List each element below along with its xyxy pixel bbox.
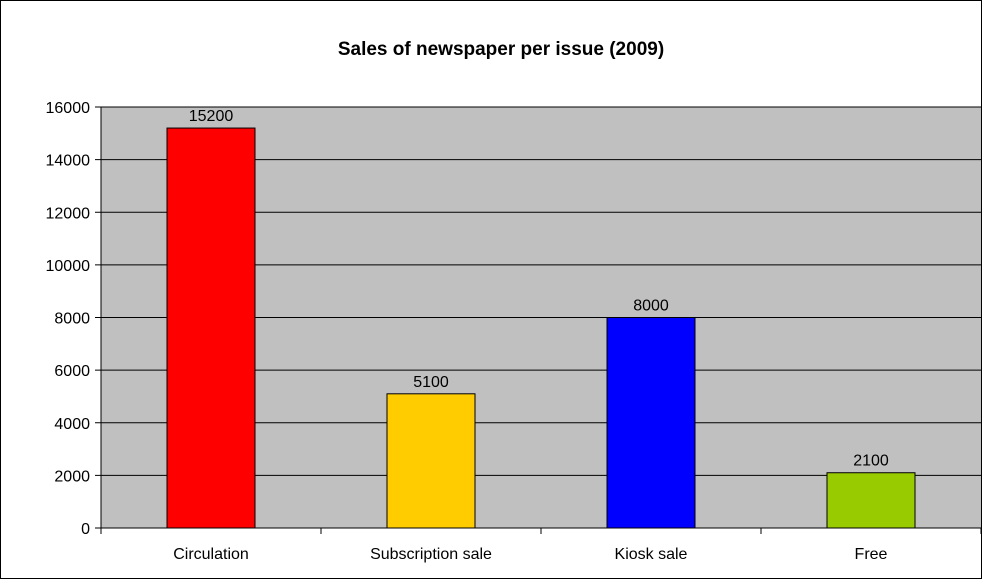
data-label: 8000	[633, 298, 669, 315]
chart-title: Sales of newspaper per issue (2009)	[338, 39, 664, 60]
x-tick-label: Kiosk sale	[615, 546, 688, 563]
bar	[166, 127, 256, 529]
y-tick-label: 4000	[54, 416, 90, 433]
plot-area: 15200 Circulation 5100 Subscription sale 800…	[46, 100, 981, 563]
y-tick-label: 6000	[54, 363, 90, 380]
bar	[606, 317, 696, 529]
bar	[826, 472, 916, 529]
y-tick-label: 2000	[54, 468, 90, 485]
data-label: 5100	[413, 374, 449, 391]
x-tick-label: Circulation	[173, 546, 249, 563]
y-tick-label: 14000	[46, 153, 91, 170]
y-tick-label: 0	[81, 521, 90, 538]
y-tick-label: 16000	[46, 100, 91, 117]
x-tick-label: Free	[855, 546, 888, 563]
data-label: 15200	[189, 108, 234, 125]
bar	[386, 393, 476, 529]
y-tick-label: 10000	[46, 258, 91, 275]
data-label: 2100	[853, 453, 889, 470]
y-tick-label: 8000	[54, 311, 90, 328]
y-tick-label: 12000	[46, 205, 91, 222]
x-tick-label: Subscription sale	[370, 546, 492, 563]
